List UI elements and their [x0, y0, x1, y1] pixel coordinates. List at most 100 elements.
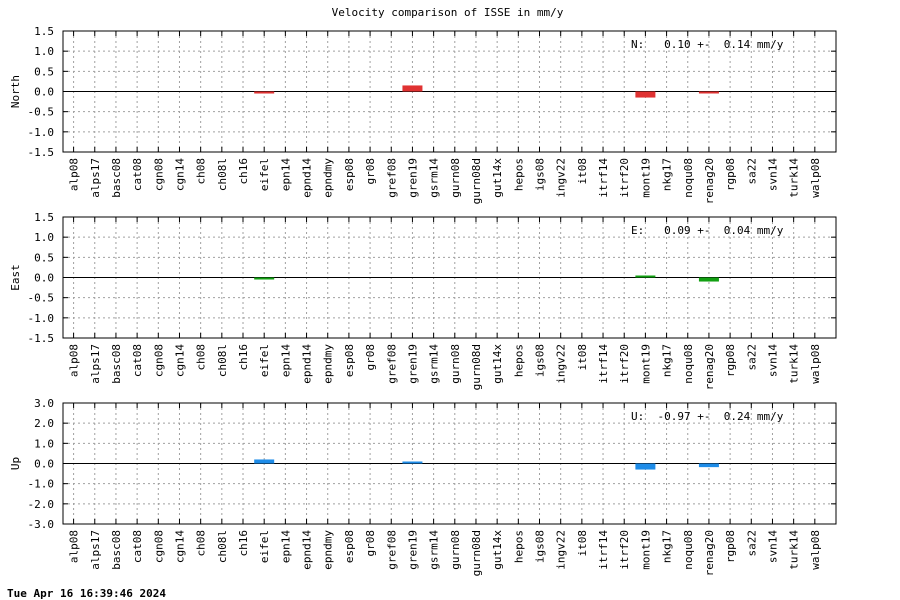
x-tick-label: gr08 [364, 344, 377, 371]
bar-mont19 [635, 275, 656, 278]
x-tick-label: cat08 [131, 344, 144, 377]
plot-frame [62, 216, 837, 339]
x-tick-label: ingv22 [555, 530, 568, 570]
y-tick-label: -1.0 [28, 478, 55, 491]
x-tick-label: gren19 [406, 158, 419, 198]
x-tick-label: sa22 [745, 158, 758, 185]
x-tick-label: it08 [576, 530, 589, 557]
x-tick-label: igs08 [534, 530, 547, 563]
x-tick-label: itrf20 [618, 530, 631, 570]
bar-gren19 [402, 461, 423, 464]
x-tick-label: ch08 [195, 158, 208, 185]
panel-east: 1.5 1.0 0.5 0.0 -0.5 -1.0 -1.5 alp08 alps17 basc0… [9, 211, 837, 390]
y-tick-label: -1.0 [28, 312, 55, 325]
x-tick-label: esp08 [343, 530, 356, 563]
x-tick-label: alp08 [68, 344, 81, 377]
chart-title: Velocity comparison of ISSE in mm/y [331, 6, 564, 19]
x-tick-label: turk14 [788, 344, 801, 384]
x-tick-label: gut14x [491, 158, 504, 198]
x-tick-label: epnd14 [301, 158, 314, 198]
x-tick-label: svn14 [766, 158, 779, 191]
y-tick-label: -0.5 [28, 292, 55, 305]
x-tick-label: epndmy [322, 344, 335, 384]
plot-frame [62, 30, 837, 153]
x-tick-label: hepos [512, 158, 525, 191]
x-tick-label: cgn08 [152, 158, 165, 191]
y-axis-label: North [9, 75, 22, 108]
x-tick-label: rgp08 [724, 344, 737, 377]
x-tick-label: noqu08 [682, 344, 695, 384]
x-tick-label: cat08 [131, 530, 144, 563]
x-tick-label: gurn08d [470, 158, 483, 204]
x-tick-label: cat08 [131, 158, 144, 191]
x-tick-label: alp08 [68, 530, 81, 563]
panel-up: 3.0 2.0 1.0 0.0 -1.0 -2.0 -3.0 alp08 alps17 basc0… [9, 397, 837, 576]
x-tick-label: alps17 [89, 530, 102, 570]
bar-renag20 [698, 277, 719, 282]
x-tick-label: mont19 [639, 344, 652, 384]
x-tick-label: gref08 [385, 344, 398, 384]
y-tick-label: 3.0 [34, 397, 54, 410]
bar-gren19 [402, 85, 423, 92]
x-tick-label: igs08 [534, 158, 547, 191]
x-tick-label: sa22 [745, 530, 758, 557]
x-tick-label: esp08 [343, 344, 356, 377]
bar-eifel [254, 459, 275, 464]
y-tick-label: 1.5 [34, 211, 54, 224]
x-tick-label: gurn08d [470, 530, 483, 576]
x-tick-label: gsrm14 [428, 344, 441, 384]
y-tick-label: -2.0 [28, 498, 55, 511]
x-tick-label: ch08l [216, 530, 229, 563]
x-tick-label: gsrm14 [428, 530, 441, 570]
x-tick-label: walp08 [809, 344, 822, 384]
x-tick-label: basc08 [110, 344, 123, 384]
x-tick-label: walp08 [809, 158, 822, 198]
x-tick-label: turk14 [788, 158, 801, 198]
x-tick-label: rgp08 [724, 158, 737, 191]
y-tick-label: 0.5 [34, 251, 54, 264]
y-tick-label: 0.0 [34, 272, 54, 285]
x-tick-label: mont19 [639, 158, 652, 198]
y-tick-label: -1.5 [28, 332, 55, 345]
bar-renag20 [698, 91, 719, 94]
x-tick-label: gr08 [364, 158, 377, 185]
x-tick-label: ch08 [195, 344, 208, 371]
timestamp: Tue Apr 16 16:39:46 2024 [7, 587, 166, 600]
x-tick-label: gurn08 [449, 158, 462, 198]
x-tick-label: eifel [258, 530, 271, 563]
x-tick-label: hepos [512, 344, 525, 377]
x-tick-label: esp08 [343, 158, 356, 191]
x-tick-label: noqu08 [682, 530, 695, 570]
x-tick-label: gr08 [364, 530, 377, 557]
x-tick-label: gref08 [385, 530, 398, 570]
x-tick-label: eifel [258, 158, 271, 191]
x-tick-label: itrf20 [618, 344, 631, 384]
x-tick-label: gurn08d [470, 344, 483, 390]
x-tick-label: gut14x [491, 530, 504, 570]
x-tick-label: nkg17 [661, 530, 674, 563]
stats-annotation: U: -0.97 +- 0.24 mm/y [631, 410, 784, 423]
x-tick-label: gref08 [385, 158, 398, 198]
y-tick-label: 2.0 [34, 417, 54, 430]
bar-mont19 [635, 91, 656, 98]
x-tick-label: itrf14 [597, 530, 610, 570]
x-tick-label: cgn08 [152, 530, 165, 563]
x-tick-label: alps17 [89, 344, 102, 384]
bar-mont19 [635, 463, 656, 470]
x-tick-label: cgn14 [173, 344, 186, 377]
x-tick-label: itrf14 [597, 344, 610, 384]
x-tick-label: cgn14 [173, 158, 186, 191]
x-tick-label: ch16 [237, 158, 250, 185]
bar-renag20 [698, 463, 719, 468]
x-tick-label: basc08 [110, 158, 123, 198]
x-tick-label: it08 [576, 158, 589, 185]
x-tick-label: epn14 [279, 530, 292, 563]
x-tick-label: renag20 [703, 158, 716, 204]
bar-eifel [254, 91, 275, 94]
x-tick-label: svn14 [766, 530, 779, 563]
x-tick-label: gut14x [491, 344, 504, 384]
x-tick-label: ch16 [237, 344, 250, 371]
x-tick-label: it08 [576, 344, 589, 371]
x-tick-label: ch08 [195, 530, 208, 557]
x-tick-label: epndmy [322, 158, 335, 198]
